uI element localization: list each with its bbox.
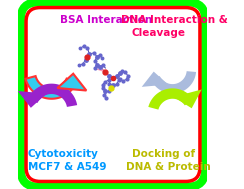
- Text: BSA Interaction: BSA Interaction: [60, 15, 152, 25]
- Polygon shape: [28, 84, 77, 107]
- Polygon shape: [142, 72, 168, 87]
- Polygon shape: [57, 74, 86, 91]
- Polygon shape: [148, 88, 193, 110]
- Text: Cytotoxicity: Cytotoxicity: [28, 149, 99, 159]
- Text: DNA & Protein: DNA & Protein: [126, 162, 211, 172]
- Text: Docking of: Docking of: [132, 149, 195, 159]
- Polygon shape: [18, 91, 47, 108]
- Polygon shape: [151, 71, 196, 94]
- Text: DNA Interaction &: DNA Interaction &: [121, 15, 227, 25]
- Polygon shape: [173, 89, 202, 108]
- FancyBboxPatch shape: [21, 2, 205, 187]
- Text: Cleavage: Cleavage: [132, 28, 186, 38]
- Polygon shape: [26, 76, 76, 99]
- Text: MCF7 & A549: MCF7 & A549: [28, 162, 106, 172]
